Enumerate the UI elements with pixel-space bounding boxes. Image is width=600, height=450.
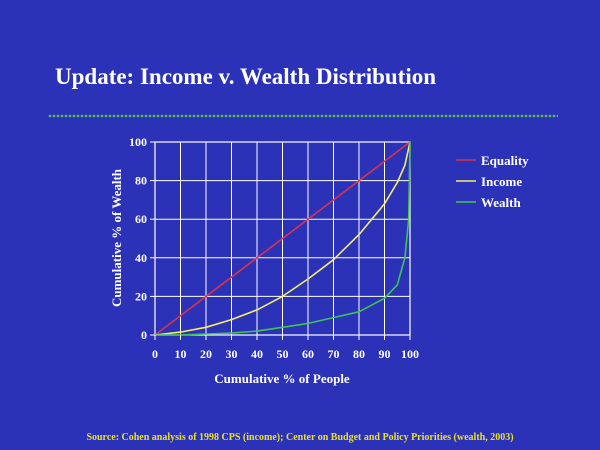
series-lines	[154, 141, 411, 336]
x-tick-label-10: 10	[175, 347, 187, 361]
y-tick-label-60: 60	[135, 212, 147, 226]
series-line-income	[154, 141, 411, 336]
x-tick-label-90: 90	[379, 347, 391, 361]
legend: Equality Income Wealth	[456, 153, 529, 210]
slide-title: Update: Income v. Wealth Distribution	[55, 64, 437, 89]
title-divider	[48, 114, 558, 118]
y-tick-label-40: 40	[135, 251, 147, 265]
y-axis-title: Cumulative % of Wealth	[109, 168, 124, 307]
y-tick-label-20: 20	[135, 289, 147, 303]
x-axis-title: Cumulative % of People	[214, 371, 350, 386]
x-axis: 0 10 20 30 40 50 60 70 80 90 100	[152, 335, 419, 361]
x-tick-label-40: 40	[251, 347, 263, 361]
legend-label-wealth: Wealth	[481, 195, 521, 210]
y-tick-label-80: 80	[135, 174, 147, 188]
legend-label-income: Income	[481, 174, 522, 189]
x-tick-label-100: 100	[401, 347, 419, 361]
x-tick-label-20: 20	[200, 347, 212, 361]
x-tick-label-0: 0	[152, 347, 158, 361]
series-line-equality	[154, 141, 411, 336]
source-note: Source: Cohen analysis of 1998 CPS (inco…	[86, 432, 514, 443]
y-tick-label-0: 0	[141, 328, 147, 342]
x-tick-label-70: 70	[328, 347, 340, 361]
legend-label-equality: Equality	[481, 153, 529, 168]
grid-lines	[155, 142, 410, 335]
x-tick-label-50: 50	[277, 347, 289, 361]
x-tick-label-30: 30	[226, 347, 238, 361]
y-axis: 0 20 40 60 80 100	[129, 135, 155, 342]
y-tick-label-100: 100	[129, 135, 147, 149]
x-tick-label-80: 80	[353, 347, 365, 361]
series-line-wealth	[155, 141, 411, 336]
x-tick-label-60: 60	[302, 347, 314, 361]
